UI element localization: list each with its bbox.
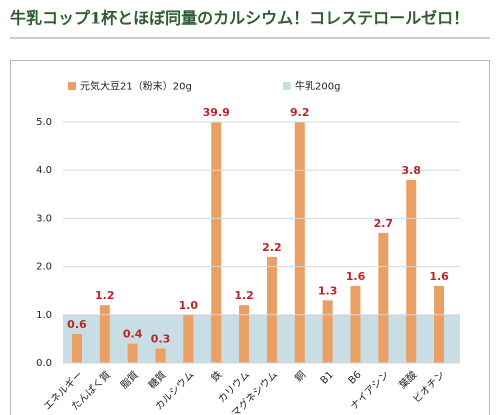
data-label: 39.9: [203, 106, 230, 119]
x-tick-label: 糖質: [145, 368, 168, 391]
x-tick-label: 鉄: [208, 368, 224, 384]
chart-title: 牛乳コップ1杯とほぼ同量のカルシウム！コレステロールゼロ！: [10, 9, 469, 28]
legend-label: 元気大豆21（粉末）20g: [80, 80, 192, 93]
chart-frame: [10, 60, 490, 415]
bar: [211, 122, 222, 363]
data-label: 0.3: [151, 333, 171, 346]
bar: [434, 285, 445, 363]
data-label: 3.8: [401, 164, 421, 177]
x-tick-label: 葉酸: [396, 368, 419, 391]
bar: [239, 305, 250, 363]
bar: [155, 348, 166, 363]
bar: [127, 343, 138, 363]
data-label: 0.6: [67, 318, 87, 331]
y-tick-label: 3.0: [36, 213, 52, 224]
data-label: 9.2: [290, 106, 310, 119]
plot-area: [63, 122, 460, 363]
y-tick-label: 2.0: [36, 262, 52, 273]
x-tick-label: B1: [319, 369, 336, 386]
legend-swatch: [283, 82, 291, 90]
bar: [183, 314, 194, 363]
bar: [294, 122, 305, 363]
data-label: 1.0: [179, 299, 199, 312]
bar: [350, 285, 361, 363]
legend-swatch: [68, 82, 76, 90]
data-label: 1.2: [234, 289, 254, 302]
y-tick-label: 5.0: [36, 117, 52, 128]
bar: [378, 232, 389, 363]
data-label: 1.3: [318, 284, 338, 297]
bar: [71, 334, 82, 363]
x-tick-label: 脂質: [118, 368, 141, 391]
legend-label: 牛乳200g: [295, 80, 340, 93]
data-label: 0.4: [123, 328, 143, 341]
data-label: 1.6: [429, 270, 449, 283]
y-tick-label: 1.0: [36, 310, 52, 321]
data-label: 2.2: [262, 241, 282, 254]
bar: [406, 179, 417, 363]
x-tick-label: B6: [347, 369, 364, 386]
data-label: 2.7: [374, 217, 394, 230]
bar: [266, 256, 277, 363]
y-tick-label: 4.0: [36, 165, 52, 176]
bar: [99, 305, 110, 363]
x-tick-label: 銅: [292, 368, 308, 384]
bar: [322, 300, 333, 363]
y-tick-label: 0.0: [36, 358, 52, 369]
data-label: 1.6: [346, 270, 366, 283]
data-label: 1.2: [95, 289, 115, 302]
